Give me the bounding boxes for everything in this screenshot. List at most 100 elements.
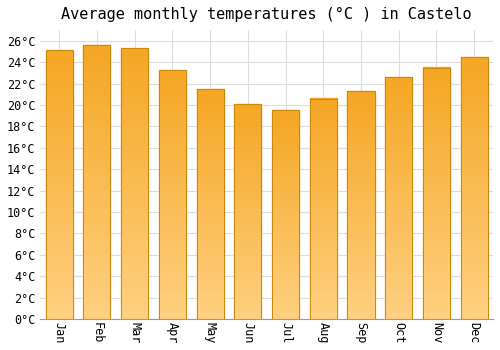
Bar: [46, 104, 73, 110]
Bar: [423, 309, 450, 314]
Bar: [46, 271, 73, 276]
Bar: [385, 212, 412, 217]
Bar: [272, 256, 299, 260]
Bar: [348, 264, 374, 269]
Bar: [121, 308, 148, 314]
Bar: [196, 172, 224, 176]
Bar: [84, 105, 110, 111]
Bar: [121, 70, 148, 75]
Bar: [385, 261, 412, 266]
Bar: [385, 217, 412, 222]
Bar: [423, 294, 450, 299]
Bar: [121, 313, 148, 319]
Bar: [159, 244, 186, 249]
Bar: [84, 154, 110, 160]
Bar: [423, 279, 450, 284]
Bar: [46, 50, 73, 56]
Bar: [423, 68, 450, 72]
Bar: [272, 260, 299, 265]
Bar: [159, 229, 186, 234]
Bar: [310, 217, 337, 222]
Bar: [272, 123, 299, 127]
Bar: [272, 315, 299, 319]
Bar: [196, 231, 224, 236]
Bar: [159, 169, 186, 174]
Bar: [310, 147, 337, 152]
Bar: [310, 279, 337, 284]
Bar: [385, 178, 412, 183]
Bar: [46, 147, 73, 153]
Bar: [84, 160, 110, 166]
Bar: [84, 149, 110, 155]
Bar: [272, 185, 299, 190]
Bar: [348, 91, 374, 319]
Bar: [234, 233, 262, 237]
Bar: [272, 281, 299, 286]
Bar: [460, 83, 488, 88]
Bar: [272, 210, 299, 215]
Bar: [46, 195, 73, 201]
Bar: [234, 104, 262, 108]
Bar: [272, 302, 299, 306]
Bar: [385, 208, 412, 212]
Bar: [423, 233, 450, 238]
Bar: [423, 213, 450, 218]
Bar: [385, 304, 412, 309]
Bar: [159, 309, 186, 314]
Bar: [46, 56, 73, 61]
Bar: [348, 310, 374, 314]
Bar: [423, 258, 450, 264]
Bar: [121, 238, 148, 243]
Bar: [460, 141, 488, 146]
Bar: [348, 200, 374, 205]
Bar: [46, 265, 73, 271]
Bar: [385, 193, 412, 198]
Bar: [348, 150, 374, 155]
Bar: [121, 302, 148, 308]
Bar: [348, 228, 374, 232]
Bar: [310, 275, 337, 279]
Bar: [348, 159, 374, 164]
Bar: [234, 177, 262, 181]
Bar: [84, 72, 110, 78]
Bar: [234, 241, 262, 246]
Bar: [84, 209, 110, 215]
Bar: [423, 248, 450, 253]
Bar: [46, 125, 73, 131]
Bar: [84, 187, 110, 193]
Bar: [196, 107, 224, 112]
Bar: [272, 273, 299, 277]
Bar: [84, 302, 110, 308]
Bar: [121, 286, 148, 292]
Bar: [385, 101, 412, 106]
Bar: [196, 227, 224, 231]
Bar: [460, 177, 488, 183]
Bar: [423, 108, 450, 113]
Bar: [84, 182, 110, 188]
Bar: [423, 88, 450, 93]
Bar: [348, 168, 374, 173]
Bar: [423, 284, 450, 289]
Bar: [310, 151, 337, 156]
Bar: [385, 135, 412, 140]
Bar: [234, 130, 262, 134]
Bar: [385, 116, 412, 121]
Bar: [460, 162, 488, 167]
Bar: [460, 272, 488, 277]
Bar: [310, 187, 337, 191]
Bar: [234, 168, 262, 173]
Bar: [159, 304, 186, 309]
Bar: [234, 310, 262, 315]
Bar: [196, 218, 224, 222]
Bar: [385, 237, 412, 242]
Bar: [385, 106, 412, 111]
Bar: [84, 231, 110, 237]
Bar: [196, 153, 224, 158]
Bar: [272, 310, 299, 315]
Bar: [84, 127, 110, 133]
Bar: [46, 238, 73, 244]
Bar: [234, 237, 262, 241]
Bar: [385, 92, 412, 97]
Bar: [196, 158, 224, 162]
Bar: [310, 120, 337, 125]
